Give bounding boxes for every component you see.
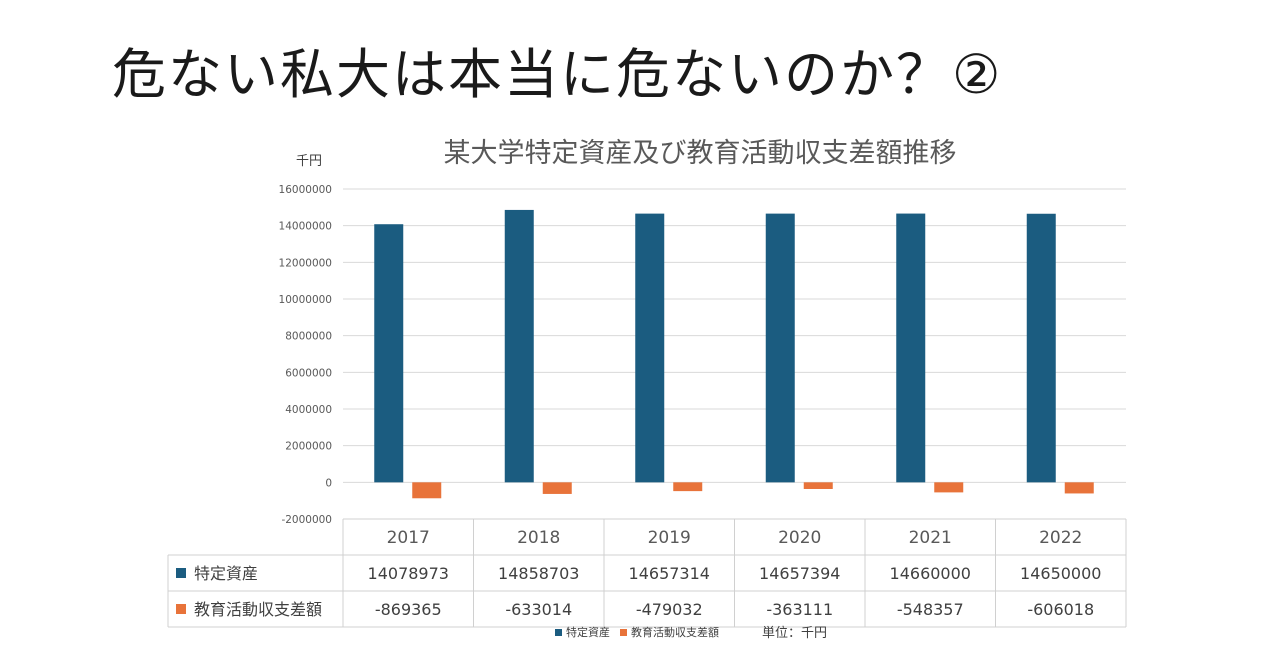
data-label: 14650000 xyxy=(1020,564,1101,583)
x-category-label: 2017 xyxy=(387,528,430,548)
y-tick-label: 8000000 xyxy=(285,331,332,343)
legend-key xyxy=(555,629,562,636)
bar-kyoiku-shushi xyxy=(412,482,442,499)
bar-kyoiku-shushi xyxy=(1064,482,1094,494)
data-label: 14657314 xyxy=(629,564,710,583)
bar-kyoiku-shushi xyxy=(673,482,703,492)
data-label: 14858703 xyxy=(498,564,579,583)
y-tick-label: 16000000 xyxy=(279,184,332,196)
bar-tokutei-shisan xyxy=(765,213,795,483)
table-series-label: 教育活動収支差額 xyxy=(194,600,322,619)
data-label: -363111 xyxy=(766,600,833,619)
legend-unit-note: 単位：千円 xyxy=(762,625,827,641)
data-label: -633014 xyxy=(505,600,572,619)
bar-tokutei-shisan xyxy=(1026,213,1056,483)
x-category-label: 2019 xyxy=(648,528,691,548)
bar-tokutei-shisan xyxy=(374,224,404,483)
data-label: 14078973 xyxy=(368,564,449,583)
x-category-label: 2021 xyxy=(909,528,952,548)
table-series-label: 特定資産 xyxy=(194,564,258,583)
legend-entry: 教育活動収支差額 xyxy=(631,625,719,639)
bar-tokutei-shisan xyxy=(635,213,665,483)
slide-title: 危ない私大は本当に危ないのか？② xyxy=(112,43,1003,106)
y-tick-label: 10000000 xyxy=(279,294,332,306)
bar-kyoiku-shushi xyxy=(542,482,572,494)
bar-tokutei-shisan xyxy=(504,209,534,483)
data-label: 14660000 xyxy=(890,564,971,583)
y-tick-label: 12000000 xyxy=(279,257,332,269)
bar-kyoiku-shushi xyxy=(803,482,833,489)
table-legend-key xyxy=(176,604,186,614)
y-tick-label: 0 xyxy=(325,477,332,489)
y-tick-label: 2000000 xyxy=(285,441,332,453)
x-category-label: 2018 xyxy=(517,528,560,548)
x-category-label: 2020 xyxy=(778,528,821,548)
data-label: -869365 xyxy=(375,600,442,619)
y-tick-label: 14000000 xyxy=(279,221,332,233)
chart-title: 某大学特定資産及び教育活動収支差額推移 xyxy=(444,138,957,169)
legend-entry: 特定資産 xyxy=(566,625,610,639)
data-label: -606018 xyxy=(1027,600,1094,619)
y-tick-label: 4000000 xyxy=(285,404,332,416)
data-label: 14657394 xyxy=(759,564,840,583)
table-legend-key xyxy=(176,568,186,578)
y-unit-label: 千円 xyxy=(296,154,322,169)
y-tick-label: 6000000 xyxy=(285,367,332,379)
data-label: -479032 xyxy=(636,600,703,619)
y-tick-label: -2000000 xyxy=(281,514,332,526)
bar-kyoiku-shushi xyxy=(934,482,964,493)
x-category-label: 2022 xyxy=(1039,528,1082,548)
legend-key xyxy=(620,629,627,636)
data-label: -548357 xyxy=(897,600,964,619)
bar-tokutei-shisan xyxy=(896,213,926,483)
